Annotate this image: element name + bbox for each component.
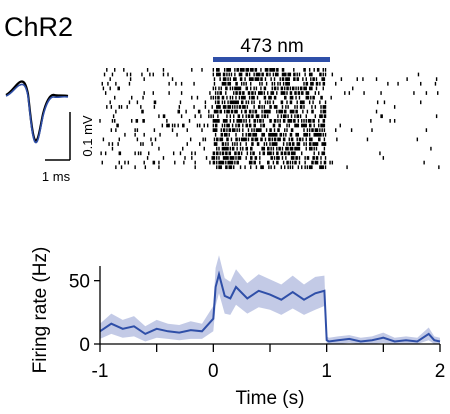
x-tick-label: -1: [92, 361, 109, 382]
y-tick-label: 50: [69, 272, 90, 293]
y-tick-label: 0: [79, 335, 90, 356]
scale-bar-x-label: 1 ms: [42, 169, 71, 184]
y-axis-label: Firing rate (Hz): [30, 247, 51, 374]
stimulus-bar: [213, 57, 330, 62]
waveform-trace-blue: [5, 83, 69, 144]
waveform-trace-black: [5, 80, 69, 142]
firing-rate-band: [100, 255, 440, 344]
raster-plot: [99, 68, 440, 170]
x-tick-label: 0: [208, 361, 219, 382]
stimulus-label: 473 nm: [240, 36, 303, 57]
spike-waveform: [5, 80, 69, 144]
scale-bar-y-label: 0.1 mV: [80, 115, 95, 157]
firing-rate-plot: -1 0 1 2 050 Time (s) Firing rate (Hz): [30, 247, 445, 409]
panel-title: ChR2: [4, 12, 73, 42]
firing-rate-line: [99, 270, 441, 343]
y-ticks: 0 50: [69, 272, 100, 356]
x-tick-label: 1: [321, 361, 332, 382]
x-ticks: -1 0 1 2: [92, 344, 446, 382]
waveform-scale-bar: 0.1 mV 1 ms: [42, 112, 95, 184]
x-tick-label: 2: [435, 361, 446, 382]
x-axis-label: Time (s): [236, 388, 305, 409]
